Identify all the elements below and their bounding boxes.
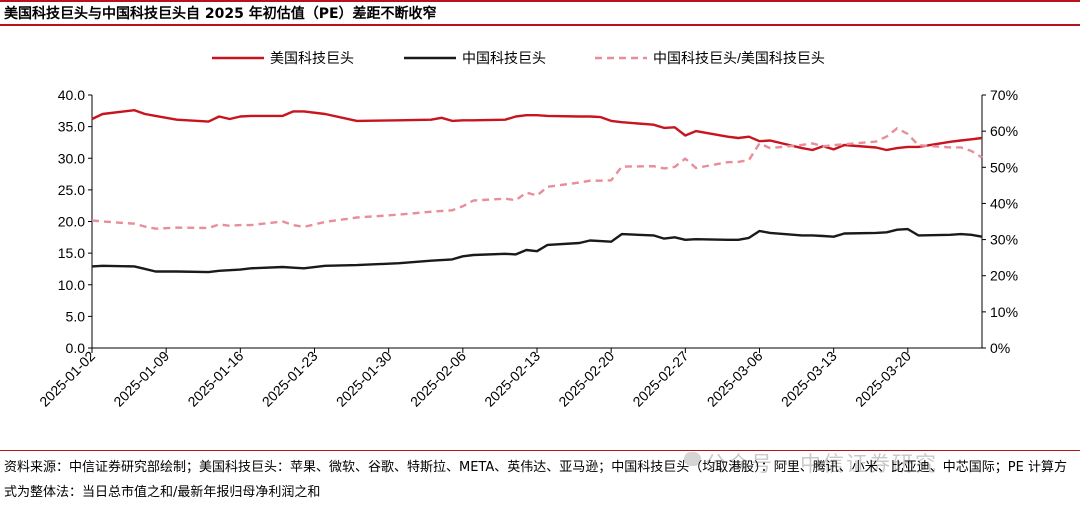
chart-title: 美国科技巨头与中国科技巨头自 2025 年初估值（PE）差距不断收窄	[4, 6, 437, 22]
header-bottom-rule	[0, 24, 1080, 26]
y-left-tick-label: 35.0	[58, 119, 85, 135]
x-tick-label: 2025-01-09	[110, 348, 172, 410]
x-tick-label: 2025-01-02	[36, 348, 98, 410]
series-line-2	[91, 227, 983, 274]
footer-top-rule	[0, 450, 1080, 451]
y-right-tick-label: 70%	[990, 87, 1018, 103]
x-tick-label: 2025-01-30	[333, 348, 395, 410]
x-tick-label: 2025-01-23	[259, 348, 321, 410]
chart-legend: 美国科技巨头 中国科技巨头 中国科技巨头/美国科技巨头	[212, 50, 825, 66]
y-left-tick-label: 40.0	[58, 87, 85, 103]
x-tick-label: 2025-03-06	[704, 348, 766, 410]
x-tick-label: 2025-01-16	[184, 348, 246, 410]
y-left-tick-label: 15.0	[58, 245, 85, 261]
legend-label-2: 中国科技巨头	[462, 50, 546, 66]
y-left-tick-label: 30.0	[58, 150, 85, 166]
series-line-1	[91, 108, 983, 152]
legend-label-1: 美国科技巨头	[270, 50, 354, 66]
header-top-rule	[0, 0, 1080, 2]
y-right-tick-label: 40%	[990, 195, 1018, 211]
series-line-3	[91, 127, 983, 230]
y-right-tick-label: 10%	[990, 304, 1018, 320]
chart-axes: 0.0 5.0 10.0 15.0 20.0 25.0 30.0 35.0 40.0 0% 10% 2…	[36, 87, 1018, 410]
wechat-icon	[684, 452, 701, 466]
source-note: 资料来源：中信证券研究部绘制；美国科技巨头：苹果、微软、谷歌、特斯拉、META、…	[4, 460, 1067, 500]
y-left-tick-label: 20.0	[58, 214, 85, 230]
y-right-tick-label: 30%	[990, 232, 1018, 248]
x-tick-label: 2025-03-20	[852, 348, 914, 410]
y-right-tick-label: 50%	[990, 159, 1018, 175]
x-tick-label: 2025-02-06	[407, 348, 469, 410]
x-tick-label: 2025-02-27	[629, 348, 691, 410]
x-tick-label: 2025-02-20	[555, 348, 617, 410]
y-left-tick-label: 5.0	[66, 308, 86, 324]
y-right-tick-label: 60%	[990, 123, 1018, 139]
y-right-tick-label: 0%	[990, 340, 1010, 356]
y-right-tick-label: 20%	[990, 268, 1018, 284]
legend-label-3: 中国科技巨头/美国科技巨头	[653, 50, 825, 66]
pe-line-chart: 美国科技巨头 中国科技巨头 中国科技巨头/美国科技巨头 0.0 5.0 10.0 15.0…	[36, 50, 1018, 410]
watermark: 公众号 · 中信证券研究	[705, 452, 939, 476]
chart-series	[91, 108, 983, 274]
y-left-tick-label: 10.0	[58, 277, 85, 293]
x-tick-label: 2025-03-13	[778, 348, 840, 410]
y-left-tick-label: 0.0	[66, 340, 86, 356]
y-left-tick-label: 25.0	[58, 182, 85, 198]
x-tick-label: 2025-02-13	[481, 348, 543, 410]
